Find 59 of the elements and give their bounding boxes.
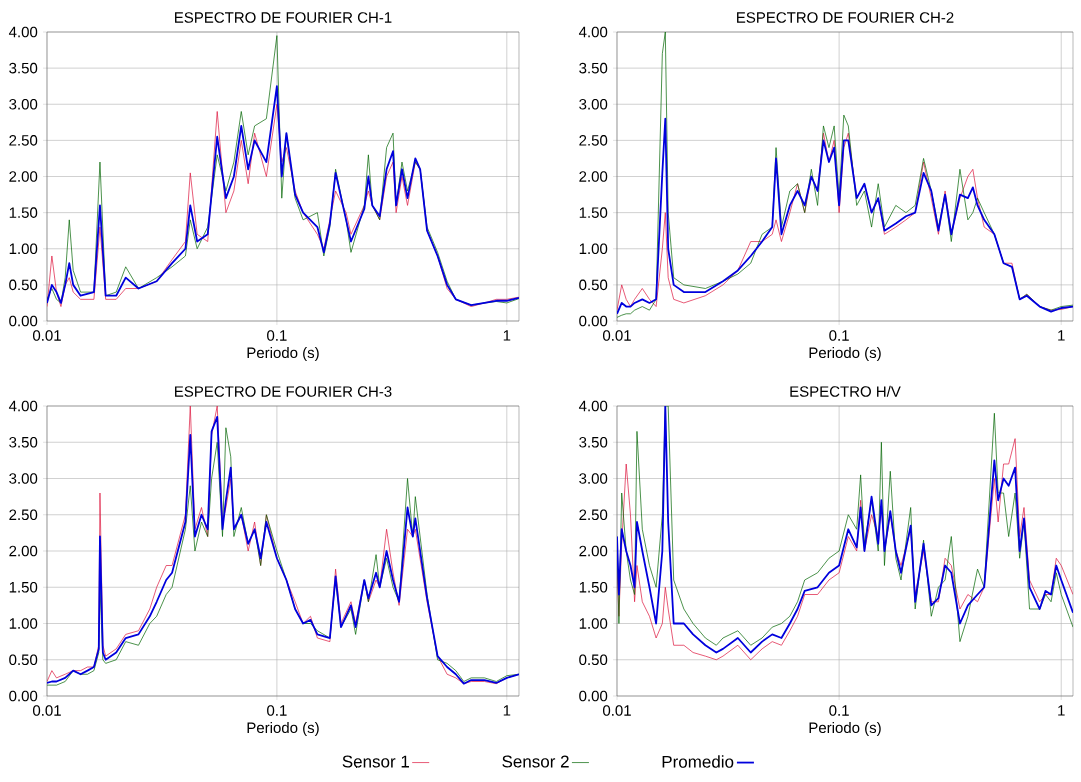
y-tick-label: 0.00 [579,315,608,327]
y-tick-label: 2.50 [579,135,608,146]
y-tick-label: 1.00 [579,243,608,255]
y-tick-label: 0.00 [579,690,608,702]
y-tick-label: 3.50 [9,436,38,448]
y-tick-label: 2.00 [579,171,608,182]
y-tick-label: 3.00 [9,473,38,484]
x-axis-title: Periodo (s) [247,347,319,361]
y-tick-label: 1.00 [9,243,38,255]
y-tick-label: 4.00 [8,400,38,412]
y-tick-label: 1.00 [579,618,608,629]
x-axis-title: Periodo (s) [247,722,319,737]
y-tick-label: 3.00 [579,98,608,110]
y-tick-label: 2.50 [9,135,38,146]
y-tick-label: 3.00 [579,473,608,484]
x-tick-label: 1 [503,330,511,341]
y-tick-label: 0.50 [9,654,38,666]
y-tick-label: 4.00 [578,26,608,38]
y-tick-label: 3.50 [9,62,38,74]
y-tick-label: 1.50 [579,207,608,218]
y-tick-label: 4.00 [578,400,608,412]
y-tick-label: 3.00 [9,98,38,110]
y-tick-label: 1.50 [579,581,608,593]
chart-title: ESPECTRO H/V [790,385,901,397]
x-tick-label: 1 [1058,330,1065,341]
y-tick-label: 3.50 [579,436,608,448]
y-tick-label: 2.00 [579,545,608,557]
y-tick-label: 0.00 [9,690,38,702]
legend-label: Sensor 1 [342,755,409,768]
x-tick-label: 1 [503,705,511,716]
chart-title: ESPECTRO DE FOURIER CH-3 [175,386,392,397]
y-tick-label: 3.50 [579,62,608,74]
y-tick-label: 1.50 [9,207,38,218]
chart-title: ESPECTRO DE FOURIER CH-2 [737,12,954,23]
x-tick-label: 1 [1058,705,1065,716]
x-tick-label: 0.1 [829,330,849,341]
x-axis-title: Periodo (s) [809,722,881,737]
y-tick-label: 2.50 [9,509,38,521]
y-tick-label: 2.50 [579,509,608,521]
x-tick-label: 0.01 [32,330,61,341]
y-tick-label: 1.00 [9,618,38,629]
y-tick-label: 0.50 [9,279,38,291]
y-tick-label: 2.00 [9,545,38,557]
x-tick-label: 0.01 [32,705,61,716]
x-tick-label: 0.01 [603,705,631,716]
x-tick-label: 0.1 [267,330,287,341]
x-tick-label: 0.1 [829,705,849,716]
y-tick-label: 1.50 [9,581,38,593]
legend-label: Promedio [662,755,734,768]
legend-label: Sensor 2 [502,755,569,768]
y-tick-label: 0.00 [9,315,38,327]
x-tick-label: 0.1 [267,705,287,716]
chart-title: ESPECTRO DE FOURIER CH-1 [175,12,392,23]
y-tick-label: 2.00 [9,171,38,182]
x-axis-title: Periodo (s) [809,347,881,361]
y-tick-label: 0.50 [579,654,608,666]
y-tick-label: 0.50 [579,279,608,291]
y-tick-label: 4.00 [8,26,38,38]
x-tick-label: 0.01 [603,330,631,341]
